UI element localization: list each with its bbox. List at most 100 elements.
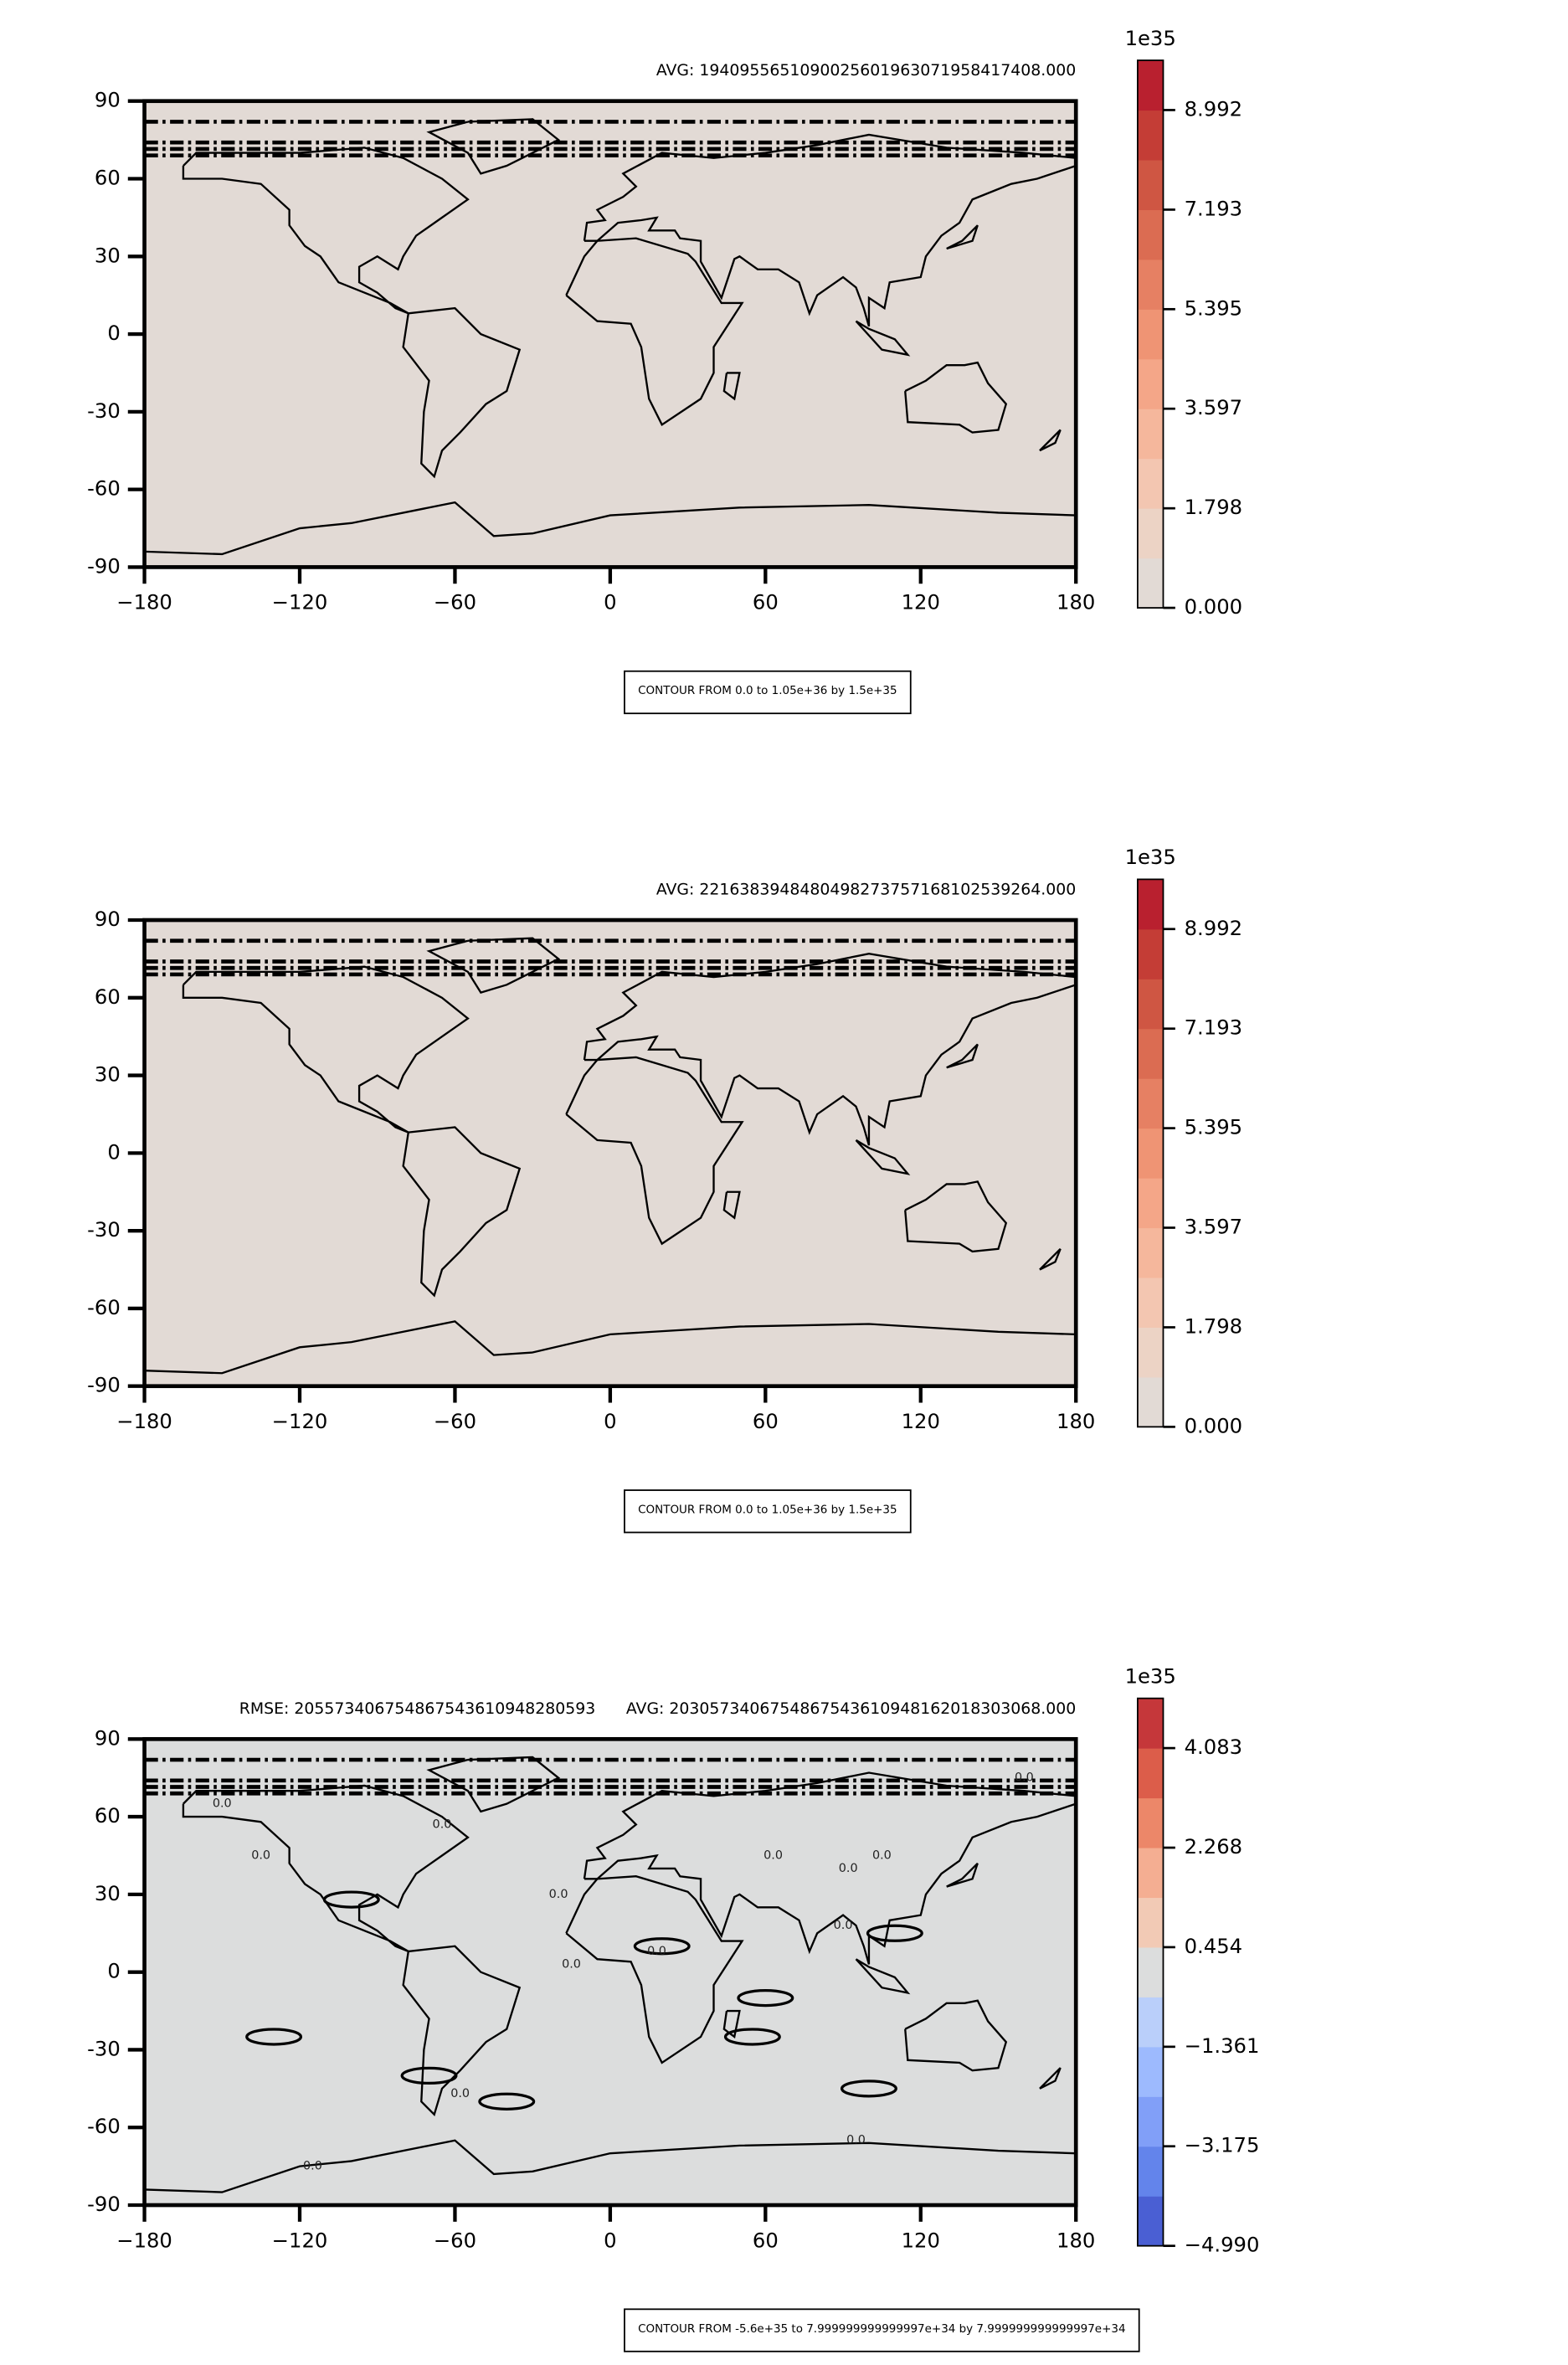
coastline — [583, 1771, 1077, 1965]
colorbar-tick-label: 7.193 — [1185, 196, 1242, 220]
coastline — [855, 1958, 911, 1995]
colorbar-tick-label: 5.395 — [1185, 296, 1242, 320]
panel: −180 −120 −60 0 60 120 180 90 60 30 0 -30 -60 -90 AVG:… — [87, 26, 1242, 715]
colorbar-band — [1137, 1376, 1164, 1427]
x-tick-label: −120 — [272, 590, 328, 614]
coastline — [565, 1056, 744, 1246]
field — [144, 100, 1077, 568]
x-tick-label: 180 — [1056, 1409, 1095, 1433]
colorbar-band — [1137, 1848, 1164, 1899]
contour-line — [633, 1937, 691, 1956]
colorbar-band — [1137, 110, 1164, 161]
colorbar-offset: 1e35 — [1125, 845, 1176, 869]
x-tick-label: −60 — [434, 2228, 476, 2252]
colorbar-tick-label: −1.361 — [1185, 2033, 1260, 2058]
y-tick-label: 30 — [95, 243, 121, 267]
colorbar-tick-label: 0.000 — [1185, 594, 1242, 619]
coastline — [946, 1043, 979, 1069]
x-tick-label: −60 — [434, 1409, 476, 1433]
colorbar-band — [1137, 558, 1164, 609]
colorbar-frame — [1137, 59, 1164, 609]
x-tick-label: 120 — [902, 1409, 940, 1433]
x-tick-label: −60 — [434, 590, 476, 614]
colorbar-band — [1137, 60, 1164, 111]
colorbar-tick-label: 1.798 — [1185, 495, 1242, 519]
x-tick-label: 120 — [902, 2228, 940, 2252]
coastline — [565, 1875, 744, 2064]
coastline — [182, 1784, 470, 1953]
y-tick-label: 0 — [107, 1959, 120, 1983]
y-tick-label: 60 — [95, 165, 121, 189]
contour-line — [478, 2092, 536, 2111]
contour-label: 0.0 — [213, 1797, 232, 1811]
colorbar-band — [1137, 309, 1164, 360]
x-tick-label: 0 — [604, 590, 616, 614]
contour-label: 0.0 — [1015, 1771, 1034, 1785]
colorbar-band — [1137, 409, 1164, 460]
coastline — [583, 953, 1077, 1146]
y-tick-label: 90 — [95, 88, 121, 112]
contour-note: CONTOUR FROM -5.6e+35 to 7.9999999999999… — [638, 2322, 1125, 2336]
y-tick-label: -90 — [87, 1373, 121, 1397]
panel: 0.0 0.0 0.0 0.0 0.0 0.0 0.0 0.0 0.0 0.0 0.0 0.0 0.0 0… — [87, 1663, 1260, 2352]
colorbar-band — [1137, 1178, 1164, 1229]
contour-label: 0.0 — [763, 1848, 783, 1862]
colorbar-band — [1137, 358, 1164, 409]
y-tick-label: 0 — [107, 321, 120, 345]
colorbar-tick-label: 2.268 — [1185, 1834, 1242, 1859]
x-tick-label: 0 — [604, 1409, 616, 1433]
colorbar-frame — [1137, 878, 1164, 1428]
y-tick-label: -60 — [87, 476, 121, 501]
x-tick-label: 180 — [1056, 2228, 1095, 2252]
colorbar-tick-label: 5.395 — [1185, 1115, 1242, 1139]
colorbar-band — [1137, 458, 1164, 509]
y-tick-label: 30 — [95, 1881, 121, 1905]
contour-line — [723, 2028, 781, 2046]
note-box — [624, 2308, 1140, 2352]
coastline — [565, 237, 744, 427]
colorbar-tick-label: 3.597 — [1185, 395, 1242, 419]
contour-line — [737, 1988, 794, 2008]
colorbar-tick-label: 4.083 — [1185, 1735, 1242, 1759]
colorbar-band — [1137, 1897, 1164, 1948]
colorbar-band — [1137, 2146, 1164, 2197]
y-tick-label: 60 — [95, 1803, 121, 1828]
coastline — [182, 965, 470, 1134]
colorbar-band — [1137, 1997, 1164, 2048]
y-tick-label: 0 — [107, 1139, 120, 1164]
colorbar-band — [1137, 1078, 1164, 1129]
x-tick-label: 60 — [753, 1409, 779, 1433]
colorbar-band — [1137, 508, 1164, 559]
coastline — [722, 2009, 741, 2039]
colorbar-band — [1137, 1946, 1164, 1997]
contour-line — [840, 2080, 897, 2098]
colorbar-tick-label: 0.454 — [1185, 1934, 1242, 1958]
colorbar-offset: 1e35 — [1125, 1663, 1176, 1688]
coastline — [904, 1180, 1008, 1253]
coastline — [904, 361, 1008, 434]
contour-label: 0.0 — [450, 2087, 470, 2100]
coastline — [722, 1190, 741, 1220]
note-box — [624, 670, 912, 715]
colorbar-band — [1137, 879, 1164, 930]
x-tick-label: 60 — [753, 590, 779, 614]
coastline — [1039, 2067, 1062, 2090]
colorbar-band — [1137, 259, 1164, 310]
contour-label: 0.0 — [251, 1848, 270, 1862]
colorbar-band — [1137, 928, 1164, 979]
y-tick-label: 90 — [95, 907, 121, 931]
coastline — [144, 501, 1077, 556]
x-tick-label: −180 — [116, 2228, 172, 2252]
colorbar-band — [1137, 209, 1164, 260]
coastline — [1039, 429, 1062, 452]
contour-label: 0.0 — [562, 1957, 581, 1971]
colorbar-tick-label: −3.175 — [1185, 2133, 1260, 2157]
colorbar-tick-label: 8.992 — [1185, 96, 1242, 121]
colorbar-tick-label: 8.992 — [1185, 916, 1242, 940]
colorbar-band — [1137, 1128, 1164, 1179]
coastline — [946, 1862, 979, 1888]
colorbar-band — [1137, 1327, 1164, 1378]
x-tick-label: 120 — [902, 590, 940, 614]
y-tick-label: -60 — [87, 2114, 121, 2138]
